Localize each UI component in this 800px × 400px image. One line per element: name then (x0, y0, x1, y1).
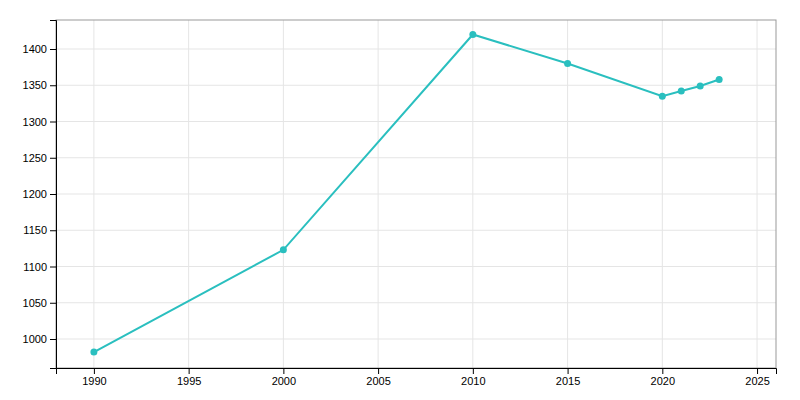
tick-label: 1350 (23, 79, 47, 91)
point (280, 246, 287, 253)
grid-line-y (56, 339, 776, 340)
tick-label: 1300 (23, 116, 47, 128)
line (94, 35, 719, 353)
tick-mark (283, 368, 284, 374)
plot: 1990 1995 2000 2005 2010 2015 2020 2025 1000 1050… (23, 20, 777, 387)
chart: 1990 1995 2000 2005 2010 2015 2020 2025 1000 1050… (0, 0, 800, 400)
tick-mark (757, 368, 758, 374)
tick: 1350 (23, 79, 56, 91)
tick-label: 1000 (23, 333, 47, 345)
point (564, 60, 571, 67)
x-axis: 1990 1995 2000 2005 2010 2015 2020 2025 (57, 368, 777, 387)
tick-label: 2025 (745, 375, 769, 387)
axis-domain (57, 369, 777, 375)
plot-frame (56, 20, 776, 368)
tick-label: 1995 (177, 375, 201, 387)
tick-mark (568, 368, 569, 374)
grid-line-y (56, 121, 776, 122)
y-axis: 1000 1050 1100 1150 1200 1250 1300 1350 1400 (23, 21, 57, 369)
tick: 1250 (23, 152, 56, 164)
tick-mark (189, 368, 190, 374)
tick-mark (50, 122, 56, 123)
grid (56, 20, 776, 368)
tick-label: 2010 (461, 375, 485, 387)
tick: 2025 (745, 368, 769, 387)
point (469, 31, 476, 38)
tick-label: 2005 (366, 375, 390, 387)
marks (90, 31, 722, 356)
tick-mark (662, 368, 663, 374)
tick-label: 1250 (23, 152, 47, 164)
tick-mark (50, 339, 56, 340)
grid-line-y (56, 194, 776, 195)
tick-label: 2020 (651, 375, 675, 387)
tick-label: 1400 (23, 43, 47, 55)
point (90, 349, 97, 356)
grid-line-y (56, 302, 776, 303)
tick: 1400 (23, 43, 56, 55)
tick-mark (50, 230, 56, 231)
tick: 1050 (23, 297, 56, 309)
tick: 2000 (272, 368, 296, 387)
tick-label: 2015 (556, 375, 580, 387)
point (678, 88, 685, 95)
tick: 1150 (23, 224, 56, 236)
tick-mark (473, 368, 474, 374)
tick-label: 1200 (23, 188, 47, 200)
tick: 1995 (177, 368, 201, 387)
tick: 2010 (461, 368, 485, 387)
tick-mark (94, 368, 95, 374)
tick: 1990 (82, 368, 106, 387)
tick-mark (50, 85, 56, 86)
tick: 2005 (366, 368, 390, 387)
tick: 1300 (23, 116, 56, 128)
tick-label: 1150 (23, 224, 47, 236)
point (659, 93, 666, 100)
tick: 2020 (651, 368, 675, 387)
tick-label: 1100 (23, 261, 47, 273)
tick-label: 1050 (23, 297, 47, 309)
tick-mark (50, 267, 56, 268)
grid-line-y (56, 49, 776, 50)
point (697, 82, 704, 89)
tick-mark (50, 194, 56, 195)
tick-label: 1990 (82, 375, 106, 387)
tick-mark (50, 49, 56, 50)
point (716, 76, 723, 83)
tick-mark (378, 368, 379, 374)
grid-line-y (56, 230, 776, 231)
grid-line-y (56, 85, 776, 86)
grid-line-y (56, 157, 776, 158)
tick-label: 2000 (272, 375, 296, 387)
tick: 1200 (23, 188, 56, 200)
tick: 1000 (23, 333, 56, 345)
tick: 2015 (556, 368, 580, 387)
axis-domain (50, 21, 57, 369)
grid-line-y (56, 266, 776, 267)
tick-mark (50, 303, 56, 304)
tick-mark (50, 158, 56, 159)
tick: 1100 (23, 261, 56, 273)
